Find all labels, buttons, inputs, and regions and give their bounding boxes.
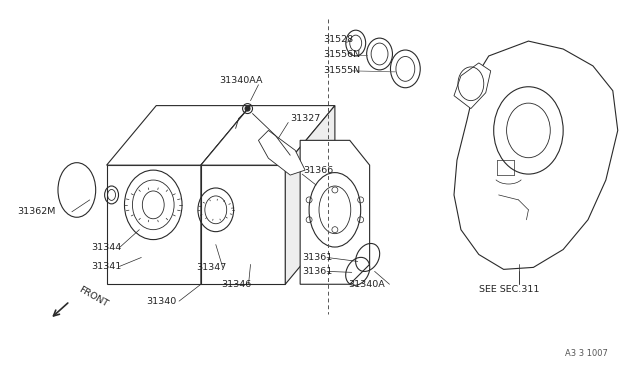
Text: FRONT: FRONT	[77, 285, 109, 309]
Polygon shape	[259, 131, 305, 175]
Polygon shape	[201, 106, 335, 165]
Text: 31556N: 31556N	[323, 51, 360, 60]
Text: 31340A: 31340A	[348, 280, 385, 289]
Polygon shape	[201, 106, 250, 284]
Polygon shape	[454, 63, 491, 109]
Circle shape	[245, 106, 250, 111]
Text: SEE SEC.311: SEE SEC.311	[479, 285, 539, 294]
Text: A3 3 1007: A3 3 1007	[565, 349, 608, 358]
Text: 31528: 31528	[323, 35, 353, 44]
Text: 31341: 31341	[92, 262, 122, 271]
Polygon shape	[107, 106, 250, 165]
Text: 31346: 31346	[221, 280, 251, 289]
Text: 31344: 31344	[92, 243, 122, 252]
Text: 31366: 31366	[303, 166, 333, 174]
Text: 31361: 31361	[302, 253, 332, 262]
Text: 31327: 31327	[290, 114, 321, 123]
Text: 31340: 31340	[147, 296, 177, 306]
Polygon shape	[454, 41, 618, 269]
Polygon shape	[300, 140, 370, 284]
Polygon shape	[201, 165, 285, 284]
Polygon shape	[285, 106, 335, 284]
Text: 31347: 31347	[196, 263, 226, 272]
Text: 31362M: 31362M	[17, 207, 56, 216]
Polygon shape	[107, 165, 201, 284]
Text: 31361: 31361	[302, 267, 332, 276]
Text: 31555N: 31555N	[323, 66, 360, 76]
Text: 31340AA: 31340AA	[219, 76, 262, 85]
